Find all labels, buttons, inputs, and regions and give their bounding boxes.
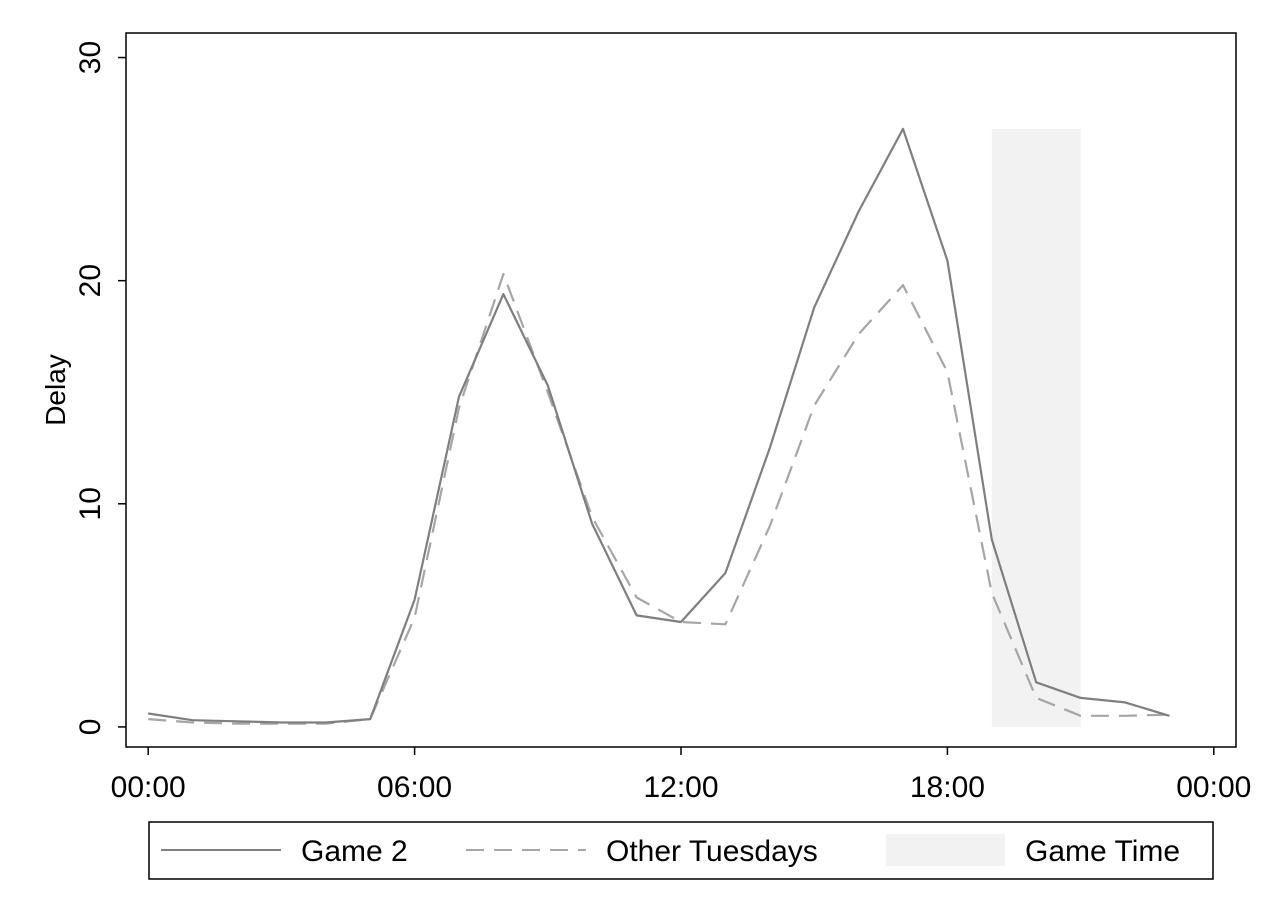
- y-tick-label: 10: [74, 487, 107, 520]
- x-tick-label: 12:00: [643, 771, 718, 804]
- game-time-region: [991, 128, 1081, 727]
- y-axis-label: Delay: [40, 354, 71, 426]
- legend-label-other-tuesdays: Other Tuesdays: [606, 835, 818, 868]
- x-tick-label: 00:00: [111, 771, 186, 804]
- legend-label-game2: Game 2: [301, 835, 408, 868]
- x-tick-label: 06:00: [377, 771, 452, 804]
- y-tick-label: 20: [74, 264, 107, 297]
- legend-label-game-time: Game Time: [1025, 835, 1180, 868]
- y-tick-label: 0: [74, 719, 107, 736]
- legend-swatch-game-time: [886, 834, 1005, 866]
- series-line-game-2: [148, 127, 1170, 724]
- legend: Game 2 Other Tuesdays Game Time: [148, 821, 1214, 880]
- x-tick-label: 00:00: [1176, 771, 1251, 804]
- y-tick-label: 30: [74, 41, 107, 74]
- legend-box: [148, 821, 1214, 880]
- plot-area: 0 10 20 30 00:00 06:00 12:00 18:00 00:00 Delay: [40, 32, 1251, 804]
- x-tick-label: 18:00: [910, 771, 985, 804]
